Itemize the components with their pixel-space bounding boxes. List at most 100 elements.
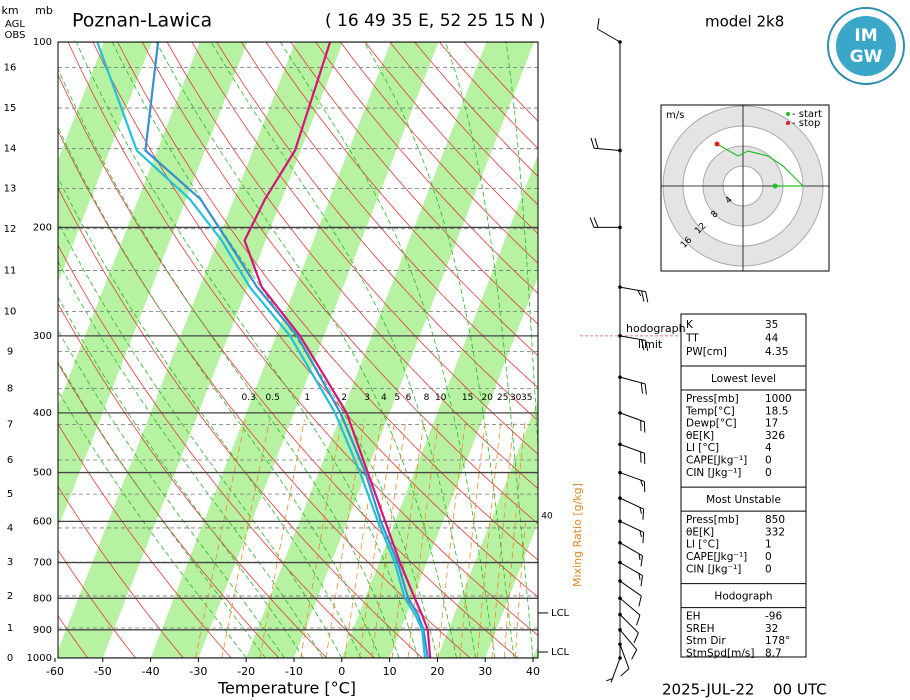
mixing-ratio-tick-label: 30 [510,393,522,403]
barb-feather [645,291,649,303]
lcl-label: LCL [551,608,570,619]
height-tick-label: 3 [7,557,13,568]
barb-staff [619,520,644,533]
param-name: LI [°C] [686,442,719,454]
height-ref: AGL [5,19,25,30]
hodograph-ring-label: 8 [710,209,721,220]
x-tick-label: 10 [383,665,397,678]
dry-adiabat [191,42,538,455]
param-value: 0 [765,563,772,575]
wind-barb [618,540,644,567]
barb-feather [638,595,642,607]
param-value: 850 [765,514,785,526]
date: 2025-JUL-22 [662,681,754,699]
mixing-ratio-tick-label: 3 [364,393,370,403]
mixing-ratio-line [459,419,486,658]
model: model 2k8 [705,13,784,31]
profile-line [243,42,432,658]
height-tick-label: 12 [4,224,17,235]
barb-staff [619,614,639,634]
profiles [96,42,432,658]
param-value: 32 [765,623,778,635]
mixing-ratio-tick-label: 8 [424,393,430,403]
param-value: 4 [765,442,772,454]
param-name: Press[mb] [686,514,739,526]
wind-barb [618,642,630,677]
mixing-ratio-line [221,419,271,658]
param-value: 35 [765,319,778,331]
mixing-ratio-tick-label: 15 [462,393,473,403]
mixing-ratio-tick-label: 40 [541,512,553,522]
height-tick-label: 14 [4,144,17,155]
wind-barb [618,579,642,607]
wind-barb [618,628,638,660]
barb-staff [619,562,643,577]
barb-staff [619,597,641,616]
height-tick-label: 11 [4,266,17,277]
x-tick-label: 20 [430,665,444,678]
legend-entry: - stop [792,118,820,129]
isotherm-band [341,154,538,658]
logo-disc [836,16,896,76]
param-name: LI [°C] [686,539,719,551]
barb-feather [642,509,645,520]
moist-adiabat [210,42,476,658]
isotherm-band [58,42,248,528]
mixing-ratio-line [437,419,467,658]
barb-feather [641,290,645,302]
y-tick-label: 500 [33,468,52,479]
isotherm-band [58,42,152,283]
mixing-ratio-line [491,419,515,658]
parameter-table [680,313,807,658]
moist-adiabat [363,42,515,658]
barb-feather [645,340,649,352]
logo-text: IM [854,26,877,46]
height-ref: OBS [5,30,26,41]
height-tick-label: 10 [4,307,17,318]
profile-line [96,42,427,658]
chart-title: Poznan-Lawica [72,10,212,32]
x-tick-label: -50 [94,665,112,678]
x-tick-label: -20 [237,665,255,678]
wind-barb [606,656,622,683]
barb-feather [593,217,599,228]
dry-adiabat [290,42,538,325]
wind-barb [618,496,645,520]
y-tick-label: 100 [33,37,52,48]
mixing-ratio-line [391,419,425,658]
param-value: 0 [765,455,772,467]
x-tick-label: 0 [338,665,345,678]
x-tick-label: -40 [142,665,160,678]
barb-staff [619,376,646,385]
isotherm-band [58,42,343,658]
param-name: CAPE[Jkg⁻¹] [686,551,747,563]
param-value: 178° [765,635,790,647]
mixing-ratio-line [344,419,382,658]
barb-feather [636,614,641,626]
hodograph-stop [714,141,720,147]
y-tick-label: 600 [33,516,52,527]
moist-adiabat [58,260,324,658]
height-tick-label: 15 [4,103,17,114]
barb-feather [594,138,599,149]
moist-adiabat [58,176,362,658]
mixing-ratio-label: Mixing Ratio [g/kg] [571,483,584,587]
isotherm-band [533,645,538,658]
wind-barb [618,375,647,395]
param-name: Dewp[°C] [686,418,737,430]
barb-feather [638,573,641,580]
x-tick-label: 40 [526,665,540,678]
param-value: 332 [765,526,785,538]
wind-barb [618,285,649,303]
height-tick-label: 2 [7,591,13,602]
wind-barb [618,470,646,493]
param-name: θE[K] [686,430,714,442]
y-tick-label: 800 [33,593,52,604]
dry-adiabat [117,42,538,561]
barb-feather [639,530,642,537]
dry-adiabat [58,186,423,658]
dry-adiabat [315,42,538,294]
param-name: θE[K] [686,526,714,538]
mixing-ratio-line [407,419,440,658]
barb-feather [641,339,645,351]
